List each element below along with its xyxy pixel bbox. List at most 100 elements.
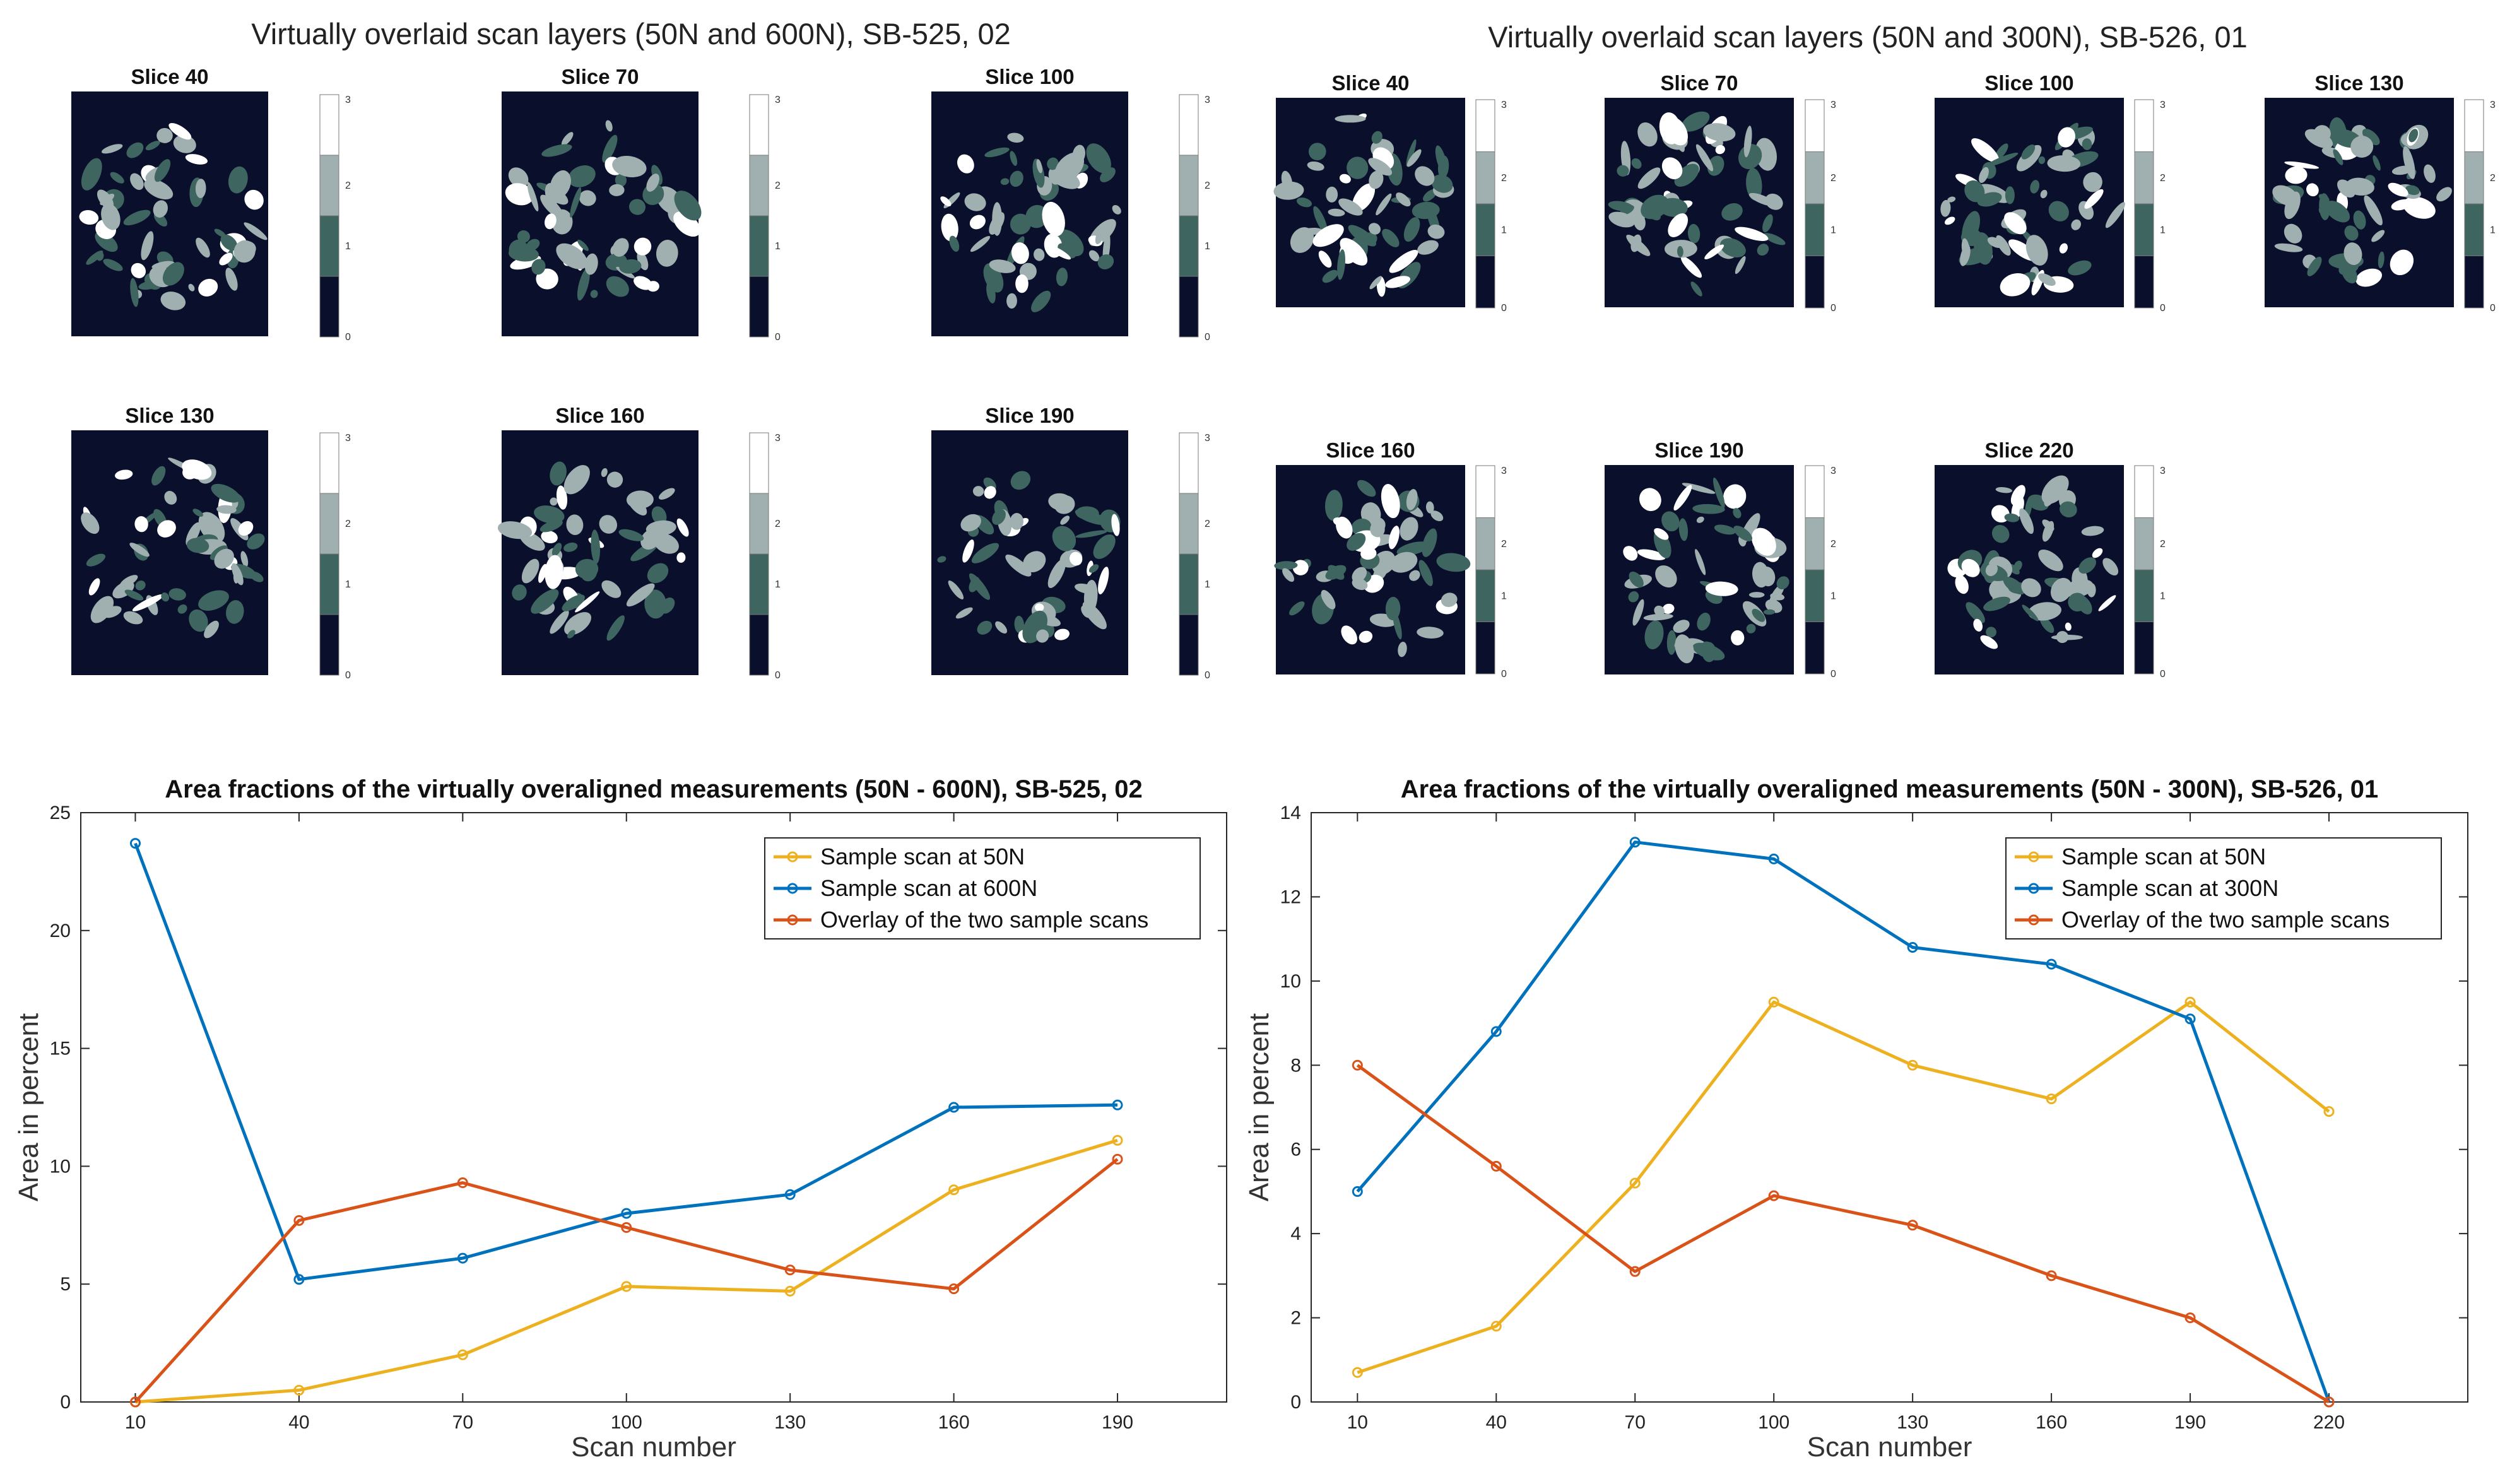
pore-blob [1321, 590, 1336, 610]
colorbar-segment [1475, 569, 1495, 622]
pore-blob [1015, 274, 1029, 293]
pore-blob [1759, 566, 1776, 587]
pore-blob [1010, 213, 1031, 235]
pore-blob [153, 200, 168, 218]
pore-blob [1328, 208, 1345, 216]
pore-blob [1054, 628, 1070, 640]
series-line [1357, 1000, 2330, 1374]
colorbar-segment [2464, 99, 2484, 152]
pore-blob [86, 553, 105, 567]
pore-blob [1751, 527, 1776, 556]
y-tick-label: 15 [50, 1039, 71, 1059]
x-tick-label: 40 [1486, 1412, 1507, 1433]
colorbar-segment [319, 614, 339, 676]
pore-blob [1987, 237, 2003, 249]
pore-blob [612, 155, 647, 178]
pore-blob [1634, 213, 1646, 231]
data-point [293, 1274, 305, 1285]
pore-blob [1388, 526, 1400, 550]
colorbar-tick-label: 3 [2490, 100, 2496, 110]
pore-blob [1643, 613, 1673, 621]
pore-blob [161, 592, 170, 602]
pore-blob [1947, 196, 1956, 203]
slice-title: Slice 40 [1332, 71, 1410, 95]
pore-blob [144, 179, 174, 200]
legend-marker [2028, 883, 2039, 894]
data-point [1352, 1059, 1363, 1071]
pore-blob [1680, 256, 1702, 278]
pore-blob [937, 556, 946, 563]
pore-blob [2284, 223, 2302, 244]
pore-blob [1369, 170, 1384, 189]
data-point [2323, 1106, 2335, 1117]
pore-blob [1340, 238, 1368, 266]
pore-blob [1075, 506, 1099, 520]
pore-blob [2004, 513, 2020, 522]
pore-blob [198, 278, 218, 297]
pore-blob [1721, 203, 1743, 221]
pore-blob [90, 596, 114, 623]
pore-blob [2378, 251, 2384, 269]
pore-blob [656, 240, 678, 267]
pore-blob [173, 134, 196, 153]
pore-blob [556, 243, 588, 269]
pore-blob [219, 252, 233, 266]
pore-blob [550, 610, 569, 634]
pore-blob [2030, 180, 2040, 194]
colorbar-segment [1179, 276, 1199, 338]
y-tick-label: 2 [1290, 1308, 1301, 1329]
data-point [2184, 996, 2196, 1008]
pore-blob [1989, 579, 2008, 600]
pore-blob [1629, 571, 1644, 588]
x-tick-label: 190 [2174, 1412, 2206, 1433]
colorbar-tick-label: 0 [345, 670, 351, 681]
pore-blob [2408, 129, 2419, 143]
pore-blob [157, 520, 176, 538]
pore-blob [512, 584, 527, 601]
legend-entry: Overlay of the two sample scans [820, 907, 1148, 933]
colorbar-tick-label: 3 [775, 433, 781, 444]
colorbar-segment [1805, 203, 1825, 256]
pore-blob [110, 172, 124, 184]
colorbar-segment [1805, 569, 1825, 622]
pore-blob [247, 533, 265, 550]
pore-blob [1719, 238, 1746, 257]
colorbar-segment [1179, 493, 1199, 555]
pore-blob [2092, 548, 2103, 558]
pore-blob [1637, 549, 1666, 560]
pore-blob [1430, 510, 1444, 521]
pore-blob [1979, 167, 1989, 183]
data-point [293, 1384, 305, 1396]
pore-blob [1382, 228, 1400, 247]
colorbar-segment [1475, 256, 1495, 309]
pore-blob [1712, 477, 1725, 509]
y-tick-label: 10 [1280, 971, 1301, 992]
data-point [621, 1281, 632, 1292]
pore-blob [1763, 609, 1776, 615]
pore-blob [1308, 143, 1326, 161]
pore-blob [1628, 591, 1639, 603]
pore-blob [570, 187, 582, 218]
pore-blob [619, 259, 642, 274]
pore-blob [1112, 205, 1121, 215]
pore-blob [1662, 603, 1675, 614]
pore-blob [1704, 244, 1724, 260]
pore-blob [658, 488, 675, 500]
pore-blob [564, 612, 592, 635]
colorbar-tick-label: 0 [2160, 303, 2166, 314]
data-point [784, 1264, 796, 1276]
pore-blob [130, 173, 144, 191]
pore-blob [1666, 630, 1677, 655]
pore-blob [1357, 480, 1376, 497]
pore-blob [1014, 615, 1025, 633]
legend-marker [787, 883, 798, 894]
pore-blob [1010, 471, 1031, 490]
pore-blob [1273, 181, 1304, 200]
slice-title: Slice 40 [131, 65, 209, 88]
data-point [1768, 1190, 1779, 1201]
colorbar-segment [1805, 517, 1825, 570]
colorbar-segment [1475, 465, 1495, 518]
slice-panel: Slice 190 3 2 1 0 [931, 404, 1210, 681]
pore-blob [2371, 230, 2385, 242]
pore-blob [177, 604, 187, 614]
